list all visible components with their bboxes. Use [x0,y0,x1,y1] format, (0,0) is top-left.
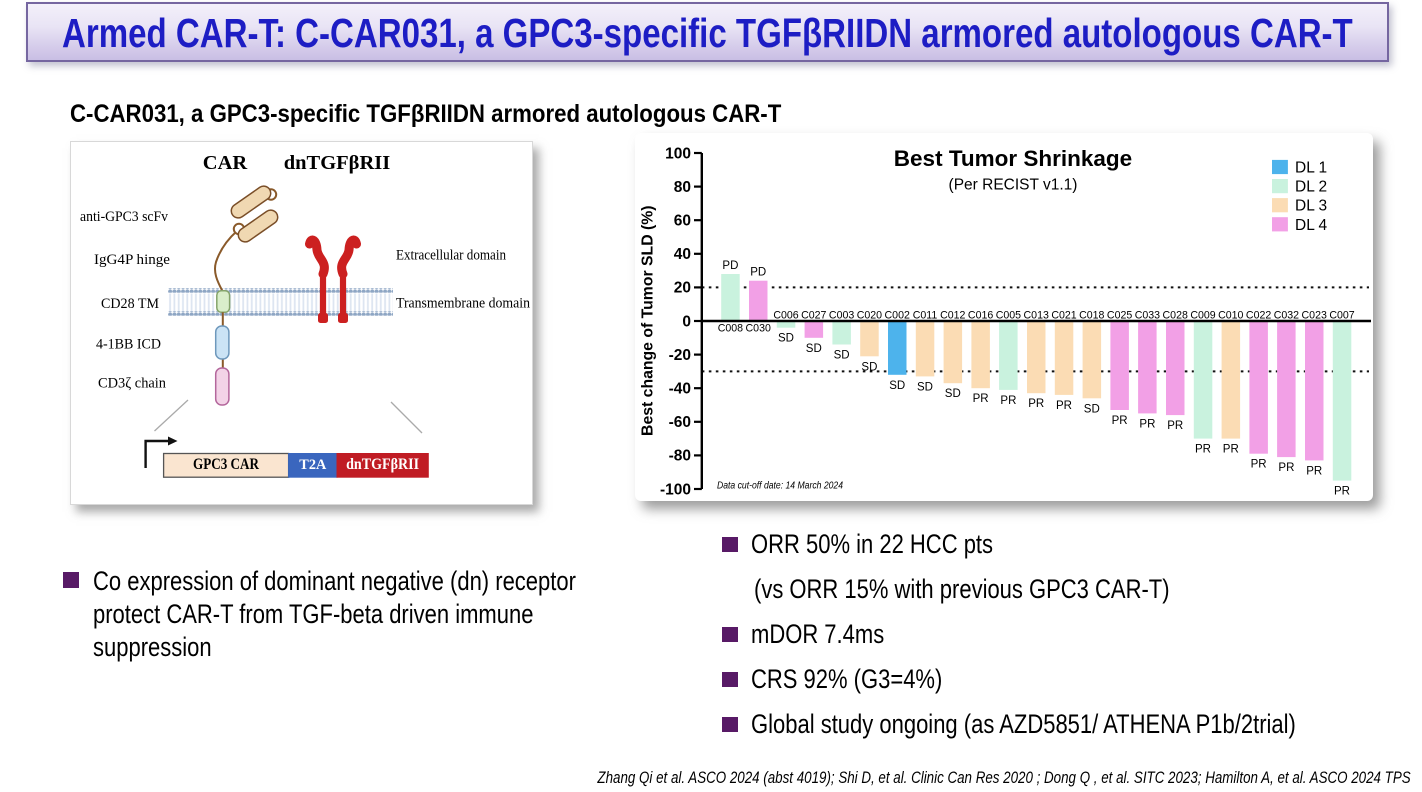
svg-text:-80: -80 [669,448,691,465]
svg-text:SD: SD [1084,403,1100,415]
svg-text:C033: C033 [1135,310,1160,322]
svg-text:C013: C013 [1024,310,1049,322]
svg-text:PR: PR [1112,415,1128,427]
svg-text:C020: C020 [857,310,882,322]
svg-text:PD: PD [750,267,766,279]
svg-text:Best change of Tumor SLD (%): Best change of Tumor SLD (%) [640,205,657,436]
svg-text:PR: PR [973,393,989,405]
svg-text:dnTGFβRII: dnTGFβRII [346,456,419,473]
svg-text:IgG4P hinge: IgG4P hinge [94,252,170,268]
svg-text:-20: -20 [669,347,691,364]
svg-text:Best Tumor Shrinkage: Best Tumor Shrinkage [894,146,1132,171]
svg-text:SD: SD [778,333,794,345]
svg-text:C009: C009 [1190,310,1215,322]
svg-text:C025: C025 [1107,310,1132,322]
svg-text:0: 0 [682,313,691,330]
svg-text:C008: C008 [718,323,743,335]
svg-text:4-1BB ICD: 4-1BB ICD [96,337,161,353]
svg-text:100: 100 [665,145,691,162]
svg-text:CD28 TM: CD28 TM [101,296,159,312]
svg-text:-100: -100 [660,481,691,498]
svg-text:C006: C006 [773,310,798,322]
svg-text:DL 2: DL 2 [1295,179,1327,196]
svg-text:Data cut-off date: 14 March 20: Data cut-off date: 14 March 2024 [717,481,843,492]
svg-text:C032: C032 [1274,310,1299,322]
svg-text:PR: PR [1167,420,1183,432]
svg-text:C011: C011 [913,310,938,322]
svg-text:PR: PR [1028,398,1044,410]
svg-text:PR: PR [1223,444,1239,456]
svg-text:C012: C012 [940,310,965,322]
svg-text:SD: SD [945,388,961,400]
svg-text:C027: C027 [801,310,826,322]
svg-text:(Per RECIST v1.1): (Per RECIST v1.1) [949,177,1078,194]
svg-text:PR: PR [1251,459,1267,471]
svg-text:C018: C018 [1079,310,1104,322]
svg-text:PD: PD [722,260,738,272]
svg-text:DL 4: DL 4 [1295,217,1328,234]
svg-text:C007: C007 [1329,310,1354,322]
svg-text:C003: C003 [829,310,854,322]
svg-text:-40: -40 [669,381,691,398]
svg-text:PR: PR [1195,444,1211,456]
svg-text:SD: SD [834,350,850,362]
svg-text:40: 40 [674,246,691,263]
svg-text:C023: C023 [1302,310,1327,322]
svg-text:T2A: T2A [299,457,326,473]
svg-text:20: 20 [674,280,691,297]
svg-text:PR: PR [1056,400,1072,412]
svg-text:GPC3 CAR: GPC3 CAR [193,456,260,473]
svg-text:SD: SD [806,343,822,355]
svg-text:PR: PR [1000,395,1016,407]
svg-text:C030: C030 [746,323,771,335]
svg-text:PR: PR [1306,465,1322,477]
svg-text:C021: C021 [1051,310,1076,322]
svg-text:C028: C028 [1163,310,1188,322]
svg-text:dnTGFβRII: dnTGFβRII [284,152,391,174]
svg-text:Transmembrane domain: Transmembrane domain [396,296,531,312]
svg-text:C016: C016 [968,310,993,322]
svg-text:C010: C010 [1218,310,1243,322]
svg-text:C022: C022 [1246,310,1271,322]
svg-text:SD: SD [861,361,877,373]
svg-text:DL 1: DL 1 [1295,160,1327,177]
svg-text:60: 60 [674,213,691,230]
svg-text:Extracellular domain: Extracellular domain [396,248,507,264]
svg-text:SD: SD [889,380,905,392]
svg-text:anti-GPC3 scFv: anti-GPC3 scFv [80,209,169,225]
svg-text:PR: PR [1139,418,1155,430]
svg-text:CAR: CAR [203,152,248,174]
svg-text:DL 3: DL 3 [1295,198,1327,215]
svg-text:PR: PR [1278,462,1294,474]
svg-text:SD: SD [917,381,933,393]
svg-text:PR: PR [1334,486,1350,498]
svg-text:C002: C002 [885,310,910,322]
svg-text:C005: C005 [996,310,1021,322]
svg-text:-60: -60 [669,414,691,431]
svg-text:80: 80 [674,179,691,196]
svg-text:CD3ζ chain: CD3ζ chain [98,376,167,392]
